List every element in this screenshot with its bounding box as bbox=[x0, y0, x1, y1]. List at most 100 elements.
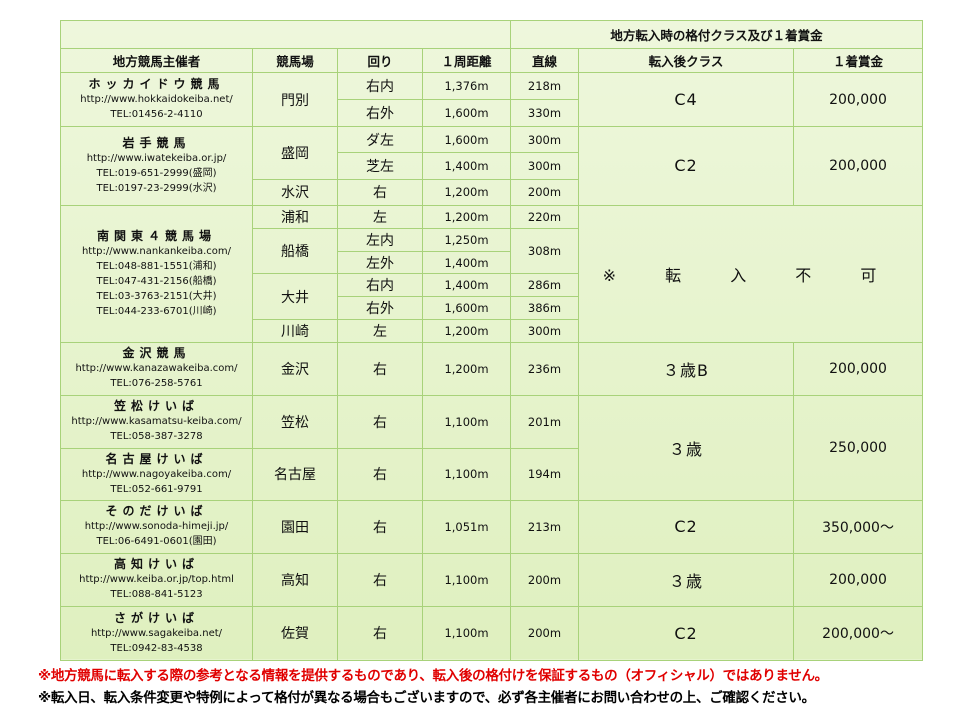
straight-length: 218m bbox=[510, 72, 579, 100]
col-straight: 直線 bbox=[510, 48, 579, 73]
organizer-cell: 南関東４競馬場 http://www.nankankeiba.com/TEL:04… bbox=[60, 204, 253, 343]
organizer-url[interactable]: http://www.keiba.or.jp/top.html bbox=[79, 574, 234, 586]
organizer-tel: TEL:088-841-5123 bbox=[110, 589, 203, 601]
organizer-name: 高知けいば bbox=[113, 557, 199, 572]
course-distance: 1,400m bbox=[422, 273, 511, 298]
organizer-url[interactable]: http://www.kanazawakeiba.com/ bbox=[75, 363, 238, 375]
course-distance: 1,100m bbox=[422, 552, 511, 607]
straight-length: 300m bbox=[510, 319, 579, 343]
organizer-cell: 笠松けいば http://www.kasamatsu-keiba.com/TEL:… bbox=[60, 394, 253, 449]
organizer-name: 名古屋けいば bbox=[105, 451, 208, 466]
turn-direction: 左 bbox=[337, 319, 423, 343]
straight-length: 300m bbox=[510, 152, 579, 180]
table-row: 右外 1,600m 386m bbox=[61, 296, 923, 321]
straight-length: 200m bbox=[510, 605, 579, 661]
table-row: 左外 1,400m bbox=[61, 250, 923, 275]
straight-length: 386m bbox=[510, 296, 579, 321]
first-prize: 200,000 bbox=[792, 341, 924, 396]
table-row: ホッカイドウ競馬 http://www.hokkaidokeiba.net/TEL… bbox=[60, 72, 924, 127]
transfer-class: ３歳 bbox=[578, 394, 794, 501]
straight-length: 200m bbox=[510, 178, 579, 206]
table-row: 川崎左 1,200m 300m bbox=[61, 319, 923, 343]
course-distance: 1,200m bbox=[422, 319, 511, 343]
transfer-class: ３歳B bbox=[578, 341, 794, 396]
transfer-class: C2 bbox=[578, 605, 794, 661]
table-row: 船橋 左内 1,250m 308m bbox=[61, 227, 923, 275]
transfer-class: C2 bbox=[578, 499, 794, 554]
organizer-url[interactable]: http://www.hokkaidokeiba.net/ bbox=[80, 94, 233, 105]
venue-name: 川崎 bbox=[252, 319, 338, 343]
venue-name: 名古屋 bbox=[252, 447, 338, 501]
organizer-url[interactable]: http://www.sonoda-himeji.jp/ bbox=[84, 521, 229, 533]
turn-direction: 右内 bbox=[337, 273, 423, 298]
table-row: 大井 右内 1,400m 286m bbox=[61, 273, 923, 321]
organizer-cell: 金沢競馬 http://www.kanazawakeiba.com/TEL:076… bbox=[60, 341, 253, 396]
first-prize: 200,000 bbox=[792, 126, 924, 206]
disclaimer-note: ※地方競馬に転入する際の参考となる情報を提供するものであり、転入後の格付けを保証… bbox=[38, 668, 828, 684]
turn-direction: 右 bbox=[337, 341, 423, 396]
organizer-url[interactable]: http://www.iwatekeiba.or.jp/ bbox=[86, 152, 227, 164]
organizer-name: 南関東４競馬場 bbox=[96, 228, 216, 243]
col-venue: 競馬場 bbox=[252, 48, 338, 73]
straight-length: 200m bbox=[510, 552, 579, 607]
organizer-name: 笠松けいば bbox=[113, 399, 199, 414]
table-row: そのだけいば http://www.sonoda-himeji.jp/TEL:06… bbox=[60, 499, 924, 554]
organizer-cell: 名古屋けいば http://www.nagoyakeiba.com/TEL:052… bbox=[60, 447, 253, 501]
turn-direction: 右 bbox=[337, 605, 423, 661]
col-prize: １着賞金 bbox=[792, 48, 924, 73]
course-distance: 1,200m bbox=[422, 341, 511, 396]
venue-name: 佐賀 bbox=[252, 605, 338, 661]
contact-note: ※転入日、転入条件変更や特例によって格付が異なる場合もございますので、必ず各主催… bbox=[38, 690, 815, 706]
organizer-url[interactable]: http://www.kasamatsu-keiba.com/ bbox=[71, 416, 242, 428]
table-row: 芝左 1,400m 300m bbox=[61, 152, 923, 180]
venue-name: 船橋 bbox=[252, 227, 338, 275]
organizer-cell: 岩手競馬 http://www.iwatekeiba.or.jp/TEL:019-… bbox=[60, 126, 253, 206]
transfer-class: C2 bbox=[578, 126, 794, 206]
organizer-url[interactable]: http://www.nankankeiba.com/ bbox=[81, 245, 232, 257]
table-row: 水沢右 1,200m 200m bbox=[61, 178, 923, 206]
turn-direction: 右 bbox=[337, 394, 423, 449]
venue-name: 盛岡 bbox=[252, 126, 338, 180]
course-distance: 1,600m bbox=[422, 296, 511, 321]
venue-name: 園田 bbox=[252, 499, 338, 554]
straight-length: 300m bbox=[510, 125, 579, 154]
organizer-tel: TEL:03-3763-2151(大井) bbox=[96, 290, 217, 302]
straight-length: 194m bbox=[510, 447, 579, 501]
organizer-cell: さがけいば http://www.sagakeiba.net/TEL:0942-8… bbox=[60, 605, 253, 661]
organizer-name: ホッカイドウ競馬 bbox=[88, 77, 225, 91]
turn-direction: 右内 bbox=[337, 72, 423, 100]
straight-length: 286m bbox=[510, 273, 579, 298]
table-row: 笠松けいば http://www.kasamatsu-keiba.com/TEL:… bbox=[60, 394, 924, 501]
organizer-name: 岩手競馬 bbox=[122, 135, 191, 150]
straight-length: 308m bbox=[510, 227, 579, 275]
turn-direction: 右 bbox=[337, 552, 423, 607]
turn-direction: 左 bbox=[337, 204, 423, 229]
turn-direction: 右 bbox=[337, 447, 423, 501]
col-class: 転入後クラス bbox=[578, 48, 794, 73]
venue-name: 笠松 bbox=[252, 394, 338, 449]
organizer-url[interactable]: http://www.sagakeiba.net/ bbox=[90, 627, 223, 639]
organizer-tel: TEL:019-651-2999(盛岡) bbox=[96, 167, 217, 179]
organizer-name: そのだけいば bbox=[105, 504, 208, 519]
course-distance: 1,100m bbox=[422, 394, 511, 449]
table-row: さがけいば http://www.sagakeiba.net/TEL:0942-8… bbox=[60, 605, 924, 661]
venue-name: 大井 bbox=[252, 273, 338, 321]
venue-name: 金沢 bbox=[252, 341, 338, 396]
col-turn: 回り bbox=[337, 48, 423, 73]
first-prize: 200,000～ bbox=[792, 605, 924, 661]
organizer-tel: TEL:048-881-1551(浦和) bbox=[96, 260, 217, 272]
turn-direction: ダ左 bbox=[337, 125, 423, 154]
transfer-class-table: 地方転入時の格付クラス及び１着賞金 地方競馬主催者 競馬場 回り １周距離 直線… bbox=[60, 20, 924, 661]
first-prize: 200,000 bbox=[792, 552, 924, 607]
organizer-tel: TEL:0197-23-2999(水沢) bbox=[96, 182, 217, 194]
course-distance: 1,600m bbox=[422, 125, 511, 154]
header-blank bbox=[60, 20, 511, 49]
venue-name: 高知 bbox=[252, 552, 338, 607]
course-distance: 1,400m bbox=[422, 152, 511, 180]
course-distance: 1,100m bbox=[422, 605, 511, 661]
course-distance: 1,200m bbox=[422, 204, 511, 229]
col-organizer: 地方競馬主催者 bbox=[60, 48, 253, 73]
organizer-tel: TEL:06-6491-0601(園田) bbox=[96, 536, 217, 548]
organizer-cell: ホッカイドウ競馬 http://www.hokkaidokeiba.net/TEL… bbox=[60, 72, 253, 127]
organizer-url[interactable]: http://www.nagoyakeiba.com/ bbox=[81, 468, 232, 480]
